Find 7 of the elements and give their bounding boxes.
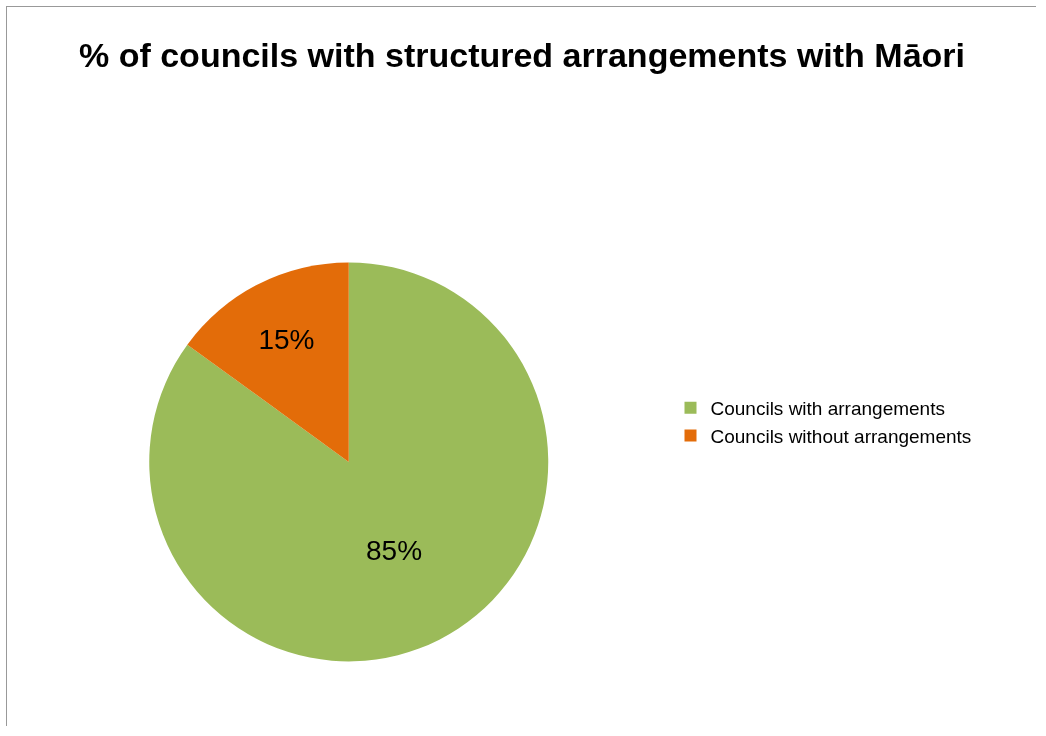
pie-slice <box>149 262 549 662</box>
chart-title: % of councils with structured arrangements with Māori <box>78 35 966 74</box>
pie-slice <box>187 262 349 462</box>
data-label: 85% <box>366 535 423 567</box>
legend-label: Councils without arrangements <box>710 425 972 447</box>
data-label: 15% <box>258 324 315 356</box>
legend-label: Councils with arrangements <box>710 398 945 420</box>
